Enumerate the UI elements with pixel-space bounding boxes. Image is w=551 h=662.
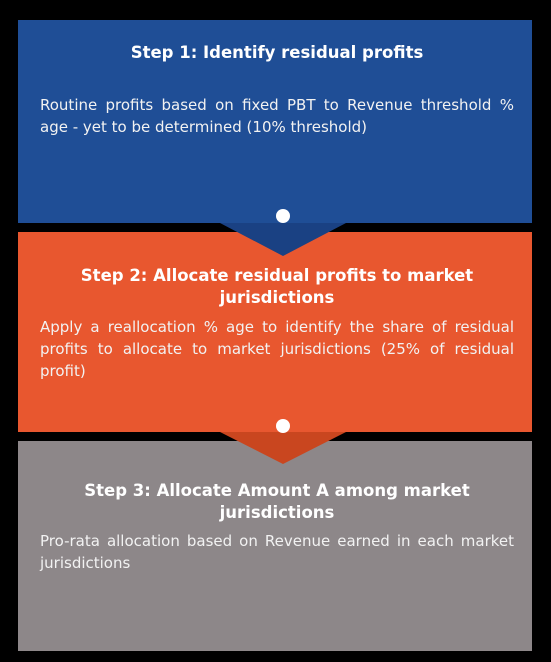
step-2-box xyxy=(18,232,532,432)
connector-dot xyxy=(276,209,290,223)
chevron xyxy=(220,223,346,256)
chevron xyxy=(220,432,346,464)
step-3-box xyxy=(18,441,532,651)
step-title: Step 1: Identify residual profits xyxy=(130,43,424,62)
step-title: Step 2: Allocate residual profits to mar… xyxy=(80,266,474,307)
connector-dot xyxy=(276,419,290,433)
step-body: Pro-rata allocation based on Revenue ear… xyxy=(40,532,514,572)
step-1-box xyxy=(18,20,532,223)
step-body: Apply a reallocation % age to identify t… xyxy=(40,318,514,380)
step-title: Step 3: Allocate Amount A among market j… xyxy=(84,481,470,522)
step-body: Routine profits based on fixed PBT to Re… xyxy=(40,96,514,136)
